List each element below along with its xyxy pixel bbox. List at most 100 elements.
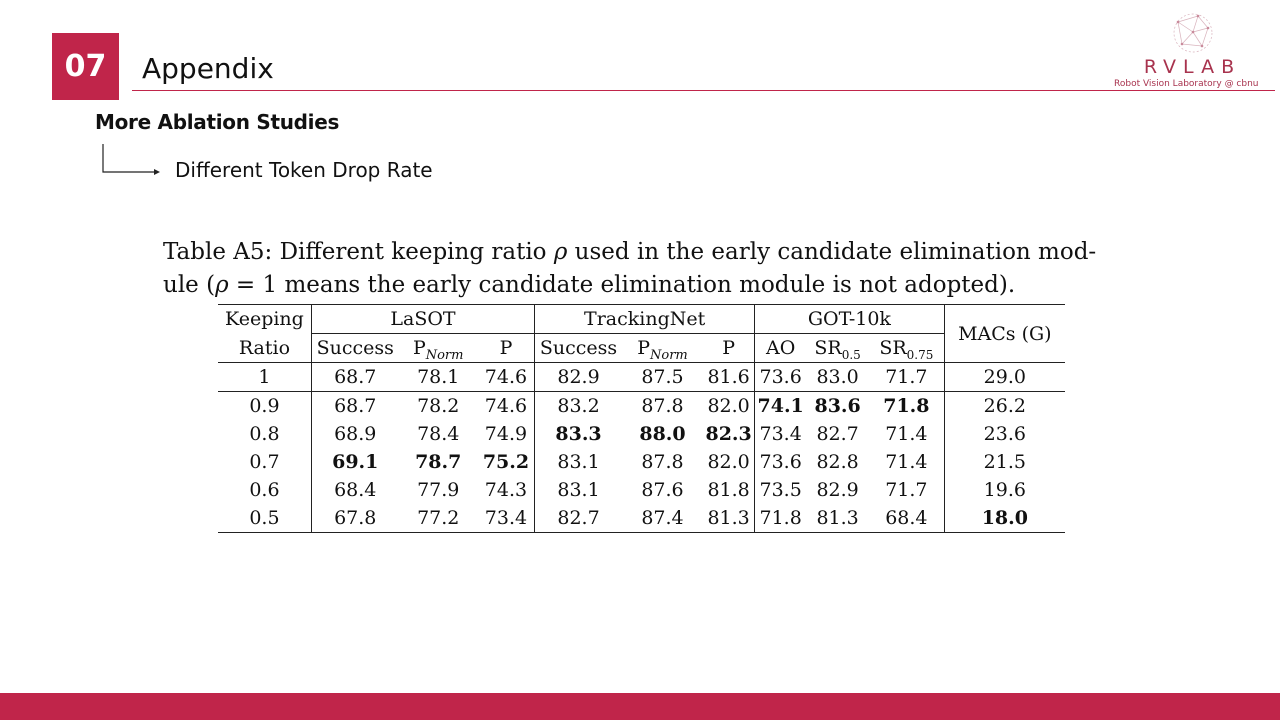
value-cell: 71.4	[885, 423, 928, 445]
logo-subtitle: Robot Vision Laboratory @ cbnu	[1114, 79, 1259, 89]
value-cell: 82.0	[707, 451, 750, 473]
value-cell: 87.8	[641, 451, 684, 473]
table-subheader-row: Ratio Success PNorm P Success PNorm P AO…	[218, 333, 1065, 363]
ratio-cell: 0.7	[249, 451, 280, 473]
value-cell: 82.7	[816, 423, 859, 445]
arrow-right-icon	[102, 144, 160, 175]
value-cell: 29.0	[943, 362, 1065, 392]
lasot-pnorm-header: PNorm	[398, 333, 478, 363]
value-cell: 26.2	[943, 391, 1065, 420]
value-cell: 74.6	[484, 395, 528, 417]
trackingnet-header: TrackingNet	[534, 304, 755, 334]
rvlab-logo: RVLAB Robot Vision Laboratory @ cbnu	[1110, 8, 1280, 90]
value-cell: 71.8	[754, 504, 807, 533]
value-cell: 74.6	[477, 362, 535, 392]
ratio-cell: 0.8	[249, 423, 280, 445]
got-sr05-header: SR0.5	[806, 333, 870, 363]
table-caption: Table A5: Different keeping ratio ρ used…	[163, 239, 1097, 298]
ratio-cell: 0.6	[249, 479, 280, 501]
trackingnet-pnorm-header: PNorm	[621, 333, 704, 363]
value-cell: 21.5	[943, 448, 1065, 476]
value-cell: 71.8	[883, 395, 930, 417]
value-cell: 78.4	[417, 423, 460, 445]
value-cell: 75.2	[482, 451, 530, 473]
value-cell: 67.8	[310, 504, 399, 533]
value-cell: 73.5	[754, 476, 807, 504]
value-cell: 82.7	[534, 504, 622, 533]
value-cell: 82.8	[816, 451, 859, 473]
value-cell: 73.4	[754, 420, 807, 448]
value-cell: 83.0	[806, 362, 870, 392]
value-cell: 81.3	[806, 504, 870, 533]
lasot-success-header: Success	[310, 333, 399, 363]
subsection-heading: Different Token Drop Rate	[175, 158, 433, 182]
got10k-header: GOT-10k	[754, 304, 945, 334]
lasot-header: LaSOT	[310, 304, 535, 334]
footer-bar	[0, 693, 1280, 720]
value-cell: 73.4	[477, 504, 535, 533]
value-cell: 74.1	[754, 391, 807, 420]
value-cell: 82.9	[534, 362, 622, 392]
value-cell: 77.9	[417, 479, 460, 501]
table-row: 0.9 68.7 78.2 74.6 83.2 87.8 82.0 74.1 8…	[218, 391, 1065, 420]
value-cell: 87.5	[621, 362, 704, 392]
section-heading: More Ablation Studies	[95, 110, 340, 134]
logo-wordmark: RVLAB	[1143, 56, 1242, 78]
value-cell: 87.6	[641, 479, 684, 501]
value-cell: 81.8	[707, 479, 750, 501]
section-number-badge: 07	[52, 33, 119, 100]
trackingnet-p-header: P	[703, 333, 755, 363]
value-cell: 88.0	[639, 423, 686, 445]
value-cell: 19.6	[943, 476, 1065, 504]
keeping-header: Keeping	[218, 304, 312, 334]
value-cell: 74.9	[484, 423, 528, 445]
value-cell: 82.3	[705, 423, 752, 445]
value-cell: 83.1	[534, 448, 622, 476]
value-cell: 78.7	[415, 451, 462, 473]
value-cell: 18.0	[943, 504, 1065, 533]
value-cell: 71.7	[885, 479, 928, 501]
value-cell: 73.6	[754, 362, 807, 392]
ratio-cell: 0.5	[218, 504, 312, 533]
value-cell: 74.3	[484, 479, 528, 501]
trackingnet-success-header: Success	[534, 333, 622, 363]
table-row: 0.5 67.8 77.2 73.4 82.7 87.4 81.3 71.8 8…	[218, 504, 1065, 533]
value-cell: 77.2	[398, 504, 478, 533]
value-cell: 83.2	[534, 391, 622, 420]
ratio-cell: 0.9	[249, 395, 280, 417]
value-cell: 82.0	[707, 395, 750, 417]
value-cell: 68.7	[310, 362, 399, 392]
value-cell: 68.7	[310, 391, 399, 420]
value-cell: 83.1	[534, 476, 622, 504]
results-table: Keeping LaSOT TrackingNet GOT-10k MACs (…	[218, 304, 1065, 533]
ratio-header: Ratio	[218, 333, 312, 363]
value-cell: 78.1	[398, 362, 478, 392]
value-cell: 71.7	[869, 362, 945, 392]
page-title: Appendix	[142, 52, 274, 85]
table-row: 1 68.7 78.1 74.6 82.9 87.5 81.6 73.6 83.…	[218, 362, 1065, 392]
value-cell: 87.8	[641, 395, 684, 417]
value-cell: 83.6	[814, 395, 861, 417]
value-cell: 68.4	[310, 476, 399, 504]
value-cell: 71.4	[885, 451, 928, 473]
value-cell: 81.3	[703, 504, 755, 533]
table-row: 0.8 68.9 78.4 74.9 83.3 88.0 82.3 73.4 8…	[218, 420, 1065, 448]
table-row: 0.7 69.1 78.7 75.2 83.1 87.8 82.0 73.6 8…	[218, 448, 1065, 476]
value-cell: 68.4	[869, 504, 945, 533]
got-ao-header: AO	[754, 333, 807, 363]
network-globe-icon	[1173, 13, 1213, 53]
lasot-p-header: P	[477, 333, 535, 363]
value-cell: 78.2	[417, 395, 460, 417]
title-divider	[132, 90, 1275, 91]
macs-header: MACs (G)	[943, 304, 1065, 363]
value-cell: 87.4	[621, 504, 704, 533]
table-row: 0.6 68.4 77.9 74.3 83.1 87.6 81.8 73.5 8…	[218, 476, 1065, 504]
got-sr075-header: SR0.75	[869, 333, 945, 363]
value-cell: 82.9	[816, 479, 859, 501]
value-cell: 81.6	[703, 362, 755, 392]
ratio-cell: 1	[218, 362, 312, 392]
table-header-row: Keeping LaSOT TrackingNet GOT-10k MACs (…	[218, 304, 1065, 363]
value-cell: 83.3	[534, 420, 622, 448]
value-cell: 69.1	[310, 448, 399, 476]
value-cell: 23.6	[943, 420, 1065, 448]
